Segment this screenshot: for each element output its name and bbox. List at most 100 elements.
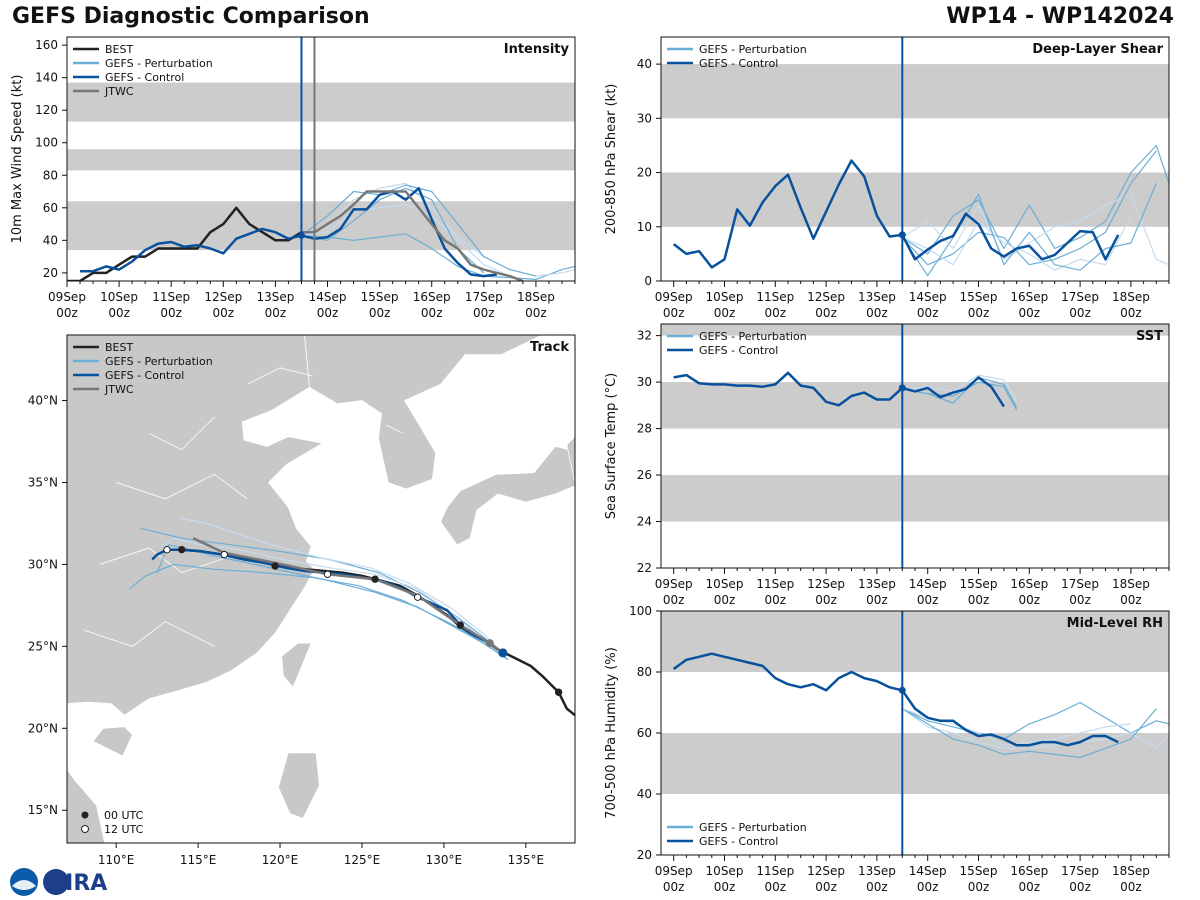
series-line-gefs-control-4: [672, 652, 1119, 747]
x-tick-hour-9: 00z: [525, 306, 547, 320]
track-line-gefs-perturbation-0: [140, 527, 509, 660]
x-tick-label-1: 115°E: [180, 853, 217, 867]
x-tick-label-0: 110°E: [98, 853, 135, 867]
shear-legend-label-1: GEFS - Control: [699, 57, 778, 70]
y-tick-label-1: 10: [637, 220, 652, 234]
series-line-gefs-control-6: [80, 187, 497, 278]
series-line-gefs-perturbation-1: [301, 182, 575, 277]
landmass-2: [440, 445, 575, 546]
y-tick-label-4: 100: [35, 136, 58, 150]
province-border-2: [83, 621, 215, 647]
plot-area-shear: [661, 37, 1169, 281]
landmass-5: [277, 752, 320, 819]
track-marker-3: [271, 562, 279, 570]
track-legend-label-0: BEST: [105, 341, 133, 354]
x-tick-hour-2: 00z: [765, 880, 787, 894]
y-tick-label-0: 20: [637, 848, 652, 862]
x-tick-hour-1: 00z: [714, 306, 736, 320]
track-marker-6: [323, 570, 332, 578]
track-marker-7: [220, 550, 229, 559]
panel-frame: [66, 334, 576, 844]
x-tick-hour-0: 00z: [663, 593, 685, 607]
track-marker-5: [413, 593, 422, 601]
init-point-marker: [898, 384, 906, 392]
panel-frame: [660, 323, 1170, 569]
x-tick-hour-3: 00z: [815, 306, 837, 320]
threshold-band-1: [67, 149, 575, 171]
y-tick-label-3: 30: [637, 111, 652, 125]
legend-00utc-label: 00 UTC: [104, 809, 144, 822]
track-legend-label-1: GEFS - Perturbation: [105, 355, 213, 368]
x-tick-hour-3: 00z: [815, 593, 837, 607]
panel-shear: 09Sep 00z 10Sep 00z 11Sep 00z 12Sep 00z 13Sep 00z…: [604, 36, 1170, 320]
noaa-logo-wave: [12, 880, 36, 890]
panel-title: Deep-Layer Shear: [1032, 42, 1163, 57]
y-tick-label-3: 80: [637, 665, 652, 679]
x-tick-day-3: 12Sep: [204, 290, 242, 304]
x-tick-hour-2: 00z: [160, 306, 182, 320]
init-point-marker: [898, 686, 906, 694]
y-tick-label-6: 140: [35, 71, 58, 85]
landmass-3: [281, 642, 312, 689]
legend-12utc-label: 12 UTC: [104, 823, 144, 836]
series-line-gefs-perturbation-0: [901, 144, 1169, 255]
x-tick-day-6: 15Sep: [960, 290, 998, 304]
y-tick-label-2: 26: [637, 468, 652, 482]
x-tick-day-3: 12Sep: [807, 290, 845, 304]
y-axis-label: 200-850 hPa Shear (kt): [604, 84, 619, 235]
series-line-jtwc-7: [301, 190, 524, 281]
track-legend-label-2: GEFS - Control: [105, 369, 184, 382]
threshold-band-0: [67, 201, 575, 251]
y-tick-label-3: 30°N: [28, 557, 58, 571]
x-tick-hour-7: 00z: [421, 306, 443, 320]
panel-track: 110°E 115°E 120°E 125°E 130°E 135°E 15°N 20°N 25…: [28, 334, 576, 867]
x-tick-hour-3: 00z: [213, 306, 235, 320]
x-tick-day-5: 14Sep: [909, 290, 947, 304]
x-tick-hour-7: 00z: [1019, 306, 1041, 320]
panel-title: Track: [530, 340, 569, 355]
y-axis-label: 700-500 hPa Humidity (%): [604, 647, 619, 819]
x-tick-hour-9: 00z: [1120, 306, 1142, 320]
x-tick-day-6: 15Sep: [361, 290, 399, 304]
y-axis-label: Sea Surface Temp (°C): [604, 373, 619, 520]
x-tick-day-0: 09Sep: [655, 290, 693, 304]
threshold-band-0: [661, 475, 1169, 522]
x-tick-hour-5: 00z: [317, 306, 339, 320]
panel-title: SST: [1136, 329, 1163, 344]
x-tick-hour-9: 00z: [1120, 593, 1142, 607]
plot-area-track: [67, 335, 575, 843]
x-tick-day-6: 15Sep: [960, 577, 998, 591]
y-tick-label-7: 160: [35, 38, 58, 52]
landmass-0: [67, 335, 324, 716]
track-marker-4: [178, 545, 186, 554]
x-tick-day-2: 11Sep: [756, 577, 794, 591]
x-tick-day-1: 10Sep: [706, 864, 744, 878]
x-tick-day-8: 17Sep: [1061, 290, 1099, 304]
x-tick-day-9: 18Sep: [1112, 864, 1150, 878]
x-tick-day-1: 10Sep: [706, 290, 744, 304]
panel-intensity: 09Sep 00z 10Sep 00z 11Sep 00z 12Sep 00z 13Sep 00z…: [10, 36, 576, 320]
series-line-gefs-control-5: [672, 159, 1120, 269]
x-tick-hour-2: 00z: [765, 306, 787, 320]
x-tick-hour-1: 00z: [714, 593, 736, 607]
series-line-gefs-perturbation-2: [901, 708, 1157, 758]
x-tick-day-2: 11Sep: [756, 290, 794, 304]
track-marker-8: [163, 545, 171, 554]
x-tick-day-0: 09Sep: [655, 577, 693, 591]
series-line-gefs-control-3: [673, 371, 1005, 408]
province-border-4: [247, 367, 313, 385]
threshold-band-1: [661, 64, 1169, 119]
track-line-best-5: [168, 548, 575, 717]
y-tick-label-3: 80: [43, 168, 58, 182]
landmass-7: [566, 436, 575, 483]
province-border-3: [148, 416, 215, 451]
rh-legend-label-0: GEFS - Perturbation: [699, 821, 807, 834]
x-tick-hour-3: 00z: [815, 880, 837, 894]
x-tick-hour-8: 00z: [473, 306, 495, 320]
y-tick-label-0: 22: [637, 561, 652, 575]
panel-frame: [660, 36, 1170, 282]
series-line-gefs-perturbation-1: [901, 708, 1169, 749]
x-tick-day-7: 16Sep: [1010, 290, 1048, 304]
intensity-legend-label-0: BEST: [105, 43, 133, 56]
